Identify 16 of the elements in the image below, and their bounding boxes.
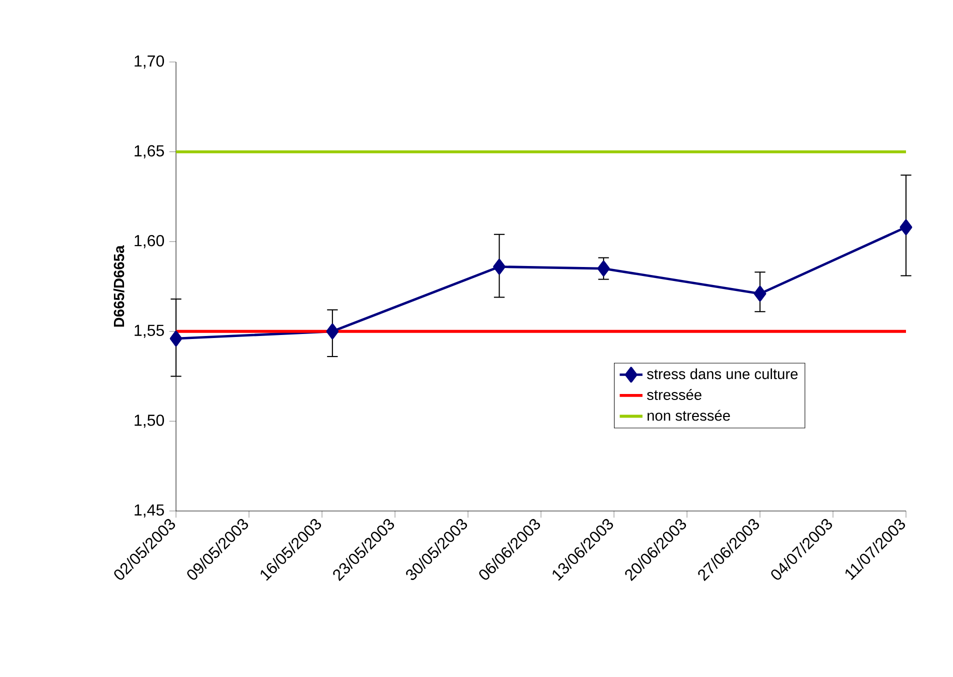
point xyxy=(493,258,506,275)
point xyxy=(597,260,610,276)
y-tick-label: 1,65 xyxy=(134,145,164,158)
y-tick-label: 1,45 xyxy=(134,504,164,518)
legend-label: stress dans une culture xyxy=(647,368,798,380)
y-axis-title: D665/D665a xyxy=(113,245,124,327)
point xyxy=(170,330,182,346)
y-tick-label: 1,50 xyxy=(134,414,164,428)
y-tick-label: 1,55 xyxy=(134,324,164,338)
y-tick-label: 1,60 xyxy=(134,234,164,248)
y-tick-label: 1,70 xyxy=(134,55,164,69)
point xyxy=(900,219,912,236)
legend-label: stressée xyxy=(647,389,702,400)
legend-label: non stressée xyxy=(648,410,730,421)
point xyxy=(326,324,339,340)
point xyxy=(754,286,766,302)
